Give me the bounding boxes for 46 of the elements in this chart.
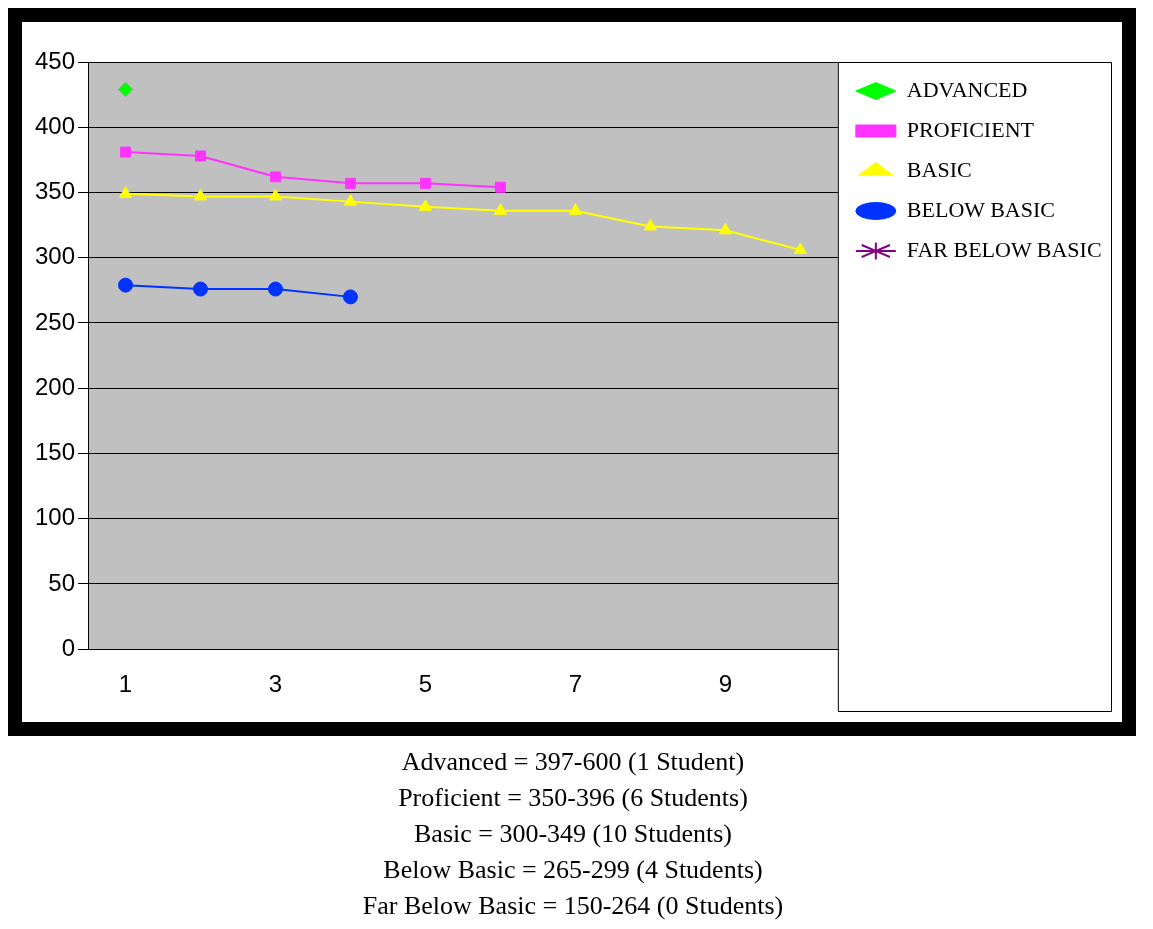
point xyxy=(193,281,209,297)
point xyxy=(793,242,807,254)
y-tick-label: 450 xyxy=(35,46,76,74)
text: Advanced = 397-600 (1 Student) xyxy=(400,746,746,778)
legend-label: BELOW BASIC xyxy=(906,196,1055,222)
point xyxy=(270,171,281,183)
legend-label: FAR BELOW BASIC xyxy=(906,236,1102,262)
point xyxy=(120,146,131,158)
y-tick-label: 50 xyxy=(48,568,76,596)
point xyxy=(345,177,356,189)
point xyxy=(418,199,433,211)
point xyxy=(267,281,283,297)
text: Proficient = 350-396 (6 Students) xyxy=(397,782,749,814)
point xyxy=(193,188,208,201)
point xyxy=(643,218,657,231)
point xyxy=(268,188,283,201)
x-tick-label: 1 xyxy=(118,670,133,698)
x-tick-label: 7 xyxy=(568,670,583,698)
x-tick-label: 9 xyxy=(718,670,733,698)
y-tick-label: 350 xyxy=(35,177,76,205)
x-tick-label: 3 xyxy=(268,670,283,698)
y-tick-label: 300 xyxy=(35,242,76,270)
point xyxy=(420,177,431,189)
y-tick-label: 0 xyxy=(61,633,76,661)
text: Basic = 300-349 (10 Students) xyxy=(413,818,733,850)
y-tick-label: 250 xyxy=(35,307,76,335)
y-tick-label: 200 xyxy=(35,372,76,400)
y-tick-label: 150 xyxy=(35,438,76,466)
legend-label: BASIC xyxy=(906,156,972,182)
point xyxy=(568,203,582,215)
point xyxy=(195,150,206,162)
point xyxy=(343,194,358,206)
point xyxy=(494,181,506,193)
text: Far Below Basic = 150-264 (0 Students) xyxy=(361,890,785,922)
y-tick-label: 400 xyxy=(35,111,76,139)
legend-label: ADVANCED xyxy=(906,76,1028,102)
point xyxy=(118,277,134,293)
legend-label: PROFICIENT xyxy=(906,116,1035,142)
point xyxy=(118,186,133,198)
text: Below Basic = 265-299 (4 Students) xyxy=(382,854,764,886)
point xyxy=(718,222,732,235)
y-tick-label: 100 xyxy=(35,503,76,531)
point xyxy=(493,203,507,215)
x-tick-label: 5 xyxy=(418,670,433,698)
point xyxy=(342,289,358,305)
point xyxy=(118,81,134,97)
